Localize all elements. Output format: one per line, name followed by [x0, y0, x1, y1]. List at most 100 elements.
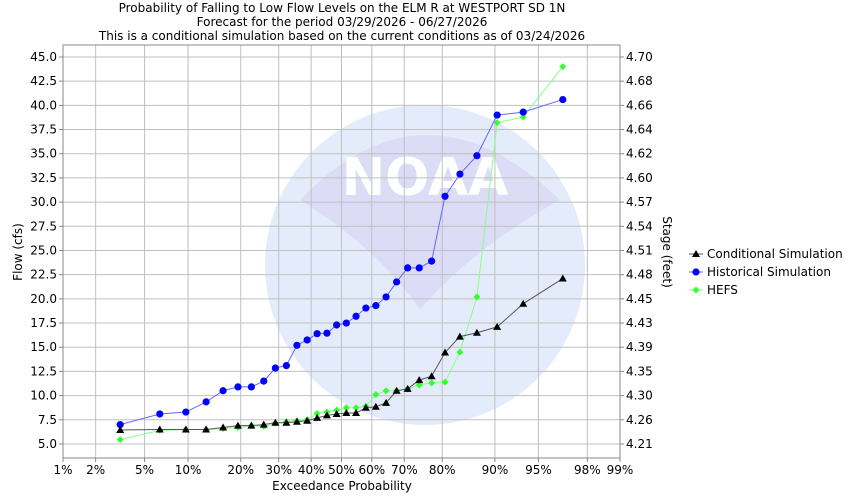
data-point [233, 421, 242, 429]
data-point [322, 411, 331, 419]
data-point [247, 421, 256, 429]
data-point [156, 410, 164, 418]
series-line [120, 278, 564, 431]
x-axis-ticks: 1% 2% 5% 10% 20% 30% 40% 50% 60% 70% 80% 90% 95% 98% 9… [53, 458, 633, 477]
y-tick-label: 15.0 [30, 340, 57, 354]
data-point [271, 364, 279, 372]
y-tick-label: 27.5 [30, 219, 57, 233]
y2-tick-label: 4.70 [626, 50, 653, 64]
data-point [371, 402, 380, 410]
y-tick-label: 30.0 [30, 195, 57, 209]
data-point [472, 328, 481, 336]
x-axis-label: Exceedance Probability [272, 479, 412, 493]
data-point [116, 425, 125, 433]
y-tick-label: 42.5 [30, 74, 57, 88]
data-point [182, 408, 190, 416]
data-point [303, 416, 312, 424]
data-point [342, 409, 351, 417]
y2-tick-label: 4.21 [626, 437, 653, 451]
grid-lines [62, 45, 621, 458]
data-point [404, 264, 412, 272]
x-tick-label: 10% [175, 463, 202, 477]
data-point [372, 302, 380, 310]
data-point [313, 330, 321, 338]
series-historical-simulation [116, 95, 567, 429]
y-tick-label: 20.0 [30, 292, 57, 306]
data-point [441, 192, 449, 200]
y-tick-label: 40.0 [30, 98, 57, 112]
legend-label: HEFS [707, 283, 738, 297]
legend: Conditional Simulation Historical Simulat… [689, 247, 843, 297]
y-tick-label: 12.5 [30, 364, 57, 378]
data-point [415, 264, 423, 272]
data-point [332, 409, 341, 417]
data-point [519, 113, 527, 121]
data-point [116, 436, 124, 444]
y-tick-label: 5.0 [38, 437, 57, 451]
y-tick-label: 22.5 [30, 268, 57, 282]
y-tick-label: 25.0 [30, 243, 57, 257]
data-point [493, 119, 501, 127]
y2-tick-label: 4.66 [626, 98, 653, 112]
y-tick-label: 37.5 [30, 123, 57, 137]
x-tick-label: 70% [391, 463, 418, 477]
data-point [559, 63, 567, 71]
data-point [352, 409, 361, 417]
y2-tick-label: 4.30 [626, 389, 653, 403]
x-tick-label: 20% [227, 463, 254, 477]
data-point [473, 152, 481, 160]
x-tick-label: 40% [298, 463, 325, 477]
y2-tick-label: 4.45 [626, 292, 653, 306]
legend-diamond-icon [692, 286, 700, 294]
data-point [455, 332, 464, 340]
data-point [415, 381, 423, 389]
data-point [382, 387, 390, 395]
data-point [292, 417, 301, 425]
y2-tick-label: 4.35 [626, 364, 653, 378]
y-axis-ticks: 5.0 7.5 10.0 12.5 15.0 17.5 20.0 22.5 25.0 27.5 30… [30, 50, 63, 451]
x-tick-label: 95% [525, 463, 552, 477]
data-point [393, 278, 401, 286]
data-point [342, 319, 350, 327]
data-point [293, 341, 301, 349]
data-point [313, 409, 321, 417]
y-tick-label: 17.5 [30, 316, 57, 330]
x-tick-label: 98% [574, 463, 601, 477]
y2-tick-label: 4.60 [626, 171, 653, 185]
y2-tick-label: 4.62 [626, 147, 653, 161]
x-tick-label: 5% [135, 463, 154, 477]
y2-tick-label: 4.54 [626, 219, 653, 233]
legend-item: HEFS [689, 283, 738, 297]
data-point [382, 293, 390, 301]
data-point [428, 257, 436, 265]
data-point [441, 378, 449, 386]
data-point [428, 379, 436, 387]
data-point [361, 403, 370, 411]
data-point [219, 387, 227, 395]
series-conditional-simulation [116, 274, 567, 433]
data-point [282, 418, 291, 426]
data-point [392, 386, 401, 394]
data-point [333, 321, 341, 329]
x-tick-label: 50% [328, 463, 355, 477]
title-line-3: This is a conditional simulation based o… [98, 29, 585, 43]
data-point [352, 312, 360, 320]
data-point [519, 108, 527, 116]
data-point [260, 377, 268, 385]
x-tick-label: 1% [53, 463, 72, 477]
y-tick-label: 32.5 [30, 171, 57, 185]
legend-item: Historical Simulation [689, 265, 831, 279]
data-point [116, 421, 124, 429]
chart-title: Probability of Falling to Low Flow Level… [98, 1, 585, 43]
y2-tick-label: 4.43 [626, 316, 653, 330]
data-point [382, 398, 391, 406]
data-point [282, 362, 290, 370]
y2-tick-label: 4.64 [626, 123, 653, 137]
data-point [313, 413, 322, 421]
data-point [219, 423, 228, 431]
data-point [493, 322, 502, 330]
data-point [456, 170, 464, 178]
y-tick-label: 7.5 [38, 413, 57, 427]
data-point [456, 348, 464, 356]
